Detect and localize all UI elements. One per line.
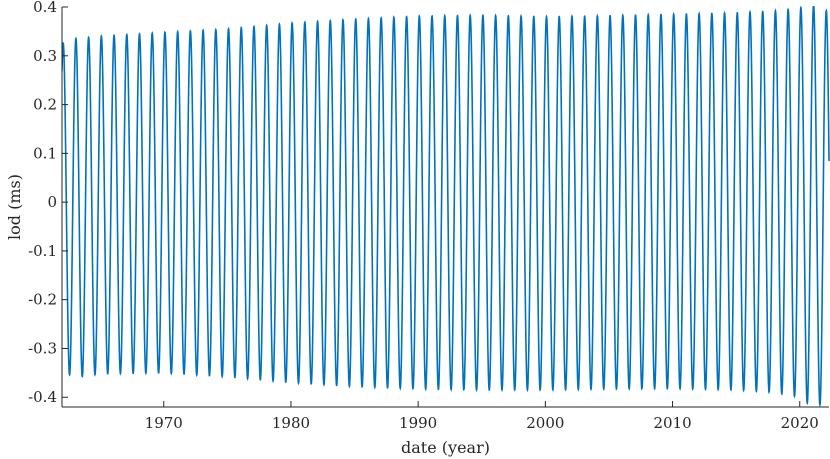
x-tick-label: 1980 bbox=[272, 414, 310, 432]
x-axis-label: date (year) bbox=[401, 438, 490, 457]
x-tick-label: 1970 bbox=[145, 414, 183, 432]
y-tick-label: -0.4 bbox=[28, 388, 57, 406]
y-tick-label: 0 bbox=[47, 193, 57, 211]
x-tick-label: 1990 bbox=[399, 414, 437, 432]
y-ticks: -0.4 -0.3 -0.2 -0.1 0 0.1 0.2 0.3 0.4 bbox=[28, 0, 68, 406]
y-tick-label: 0.4 bbox=[33, 0, 57, 16]
x-tick-label: 2020 bbox=[781, 414, 819, 432]
y-tick-label: -0.1 bbox=[28, 242, 57, 260]
x-ticks: 1970 1980 1990 2000 2010 2020 bbox=[145, 401, 819, 432]
x-tick-label: 2010 bbox=[653, 414, 691, 432]
y-tick-label: 0.1 bbox=[33, 144, 57, 162]
lod-series-line bbox=[62, 6, 830, 407]
y-axis-label: lod (ms) bbox=[5, 174, 24, 240]
x-tick-label: 2000 bbox=[526, 414, 564, 432]
axes: 1970 1980 1990 2000 2010 2020 -0.4-0.3-0.2-0.… bbox=[28, 0, 829, 432]
y-tick-label: -0.3 bbox=[28, 339, 57, 357]
y-tick-label: 0.2 bbox=[33, 96, 57, 114]
y-tick-label: 0.3 bbox=[33, 47, 57, 65]
plot-area bbox=[62, 6, 830, 407]
y-tick-label: -0.2 bbox=[28, 291, 57, 309]
